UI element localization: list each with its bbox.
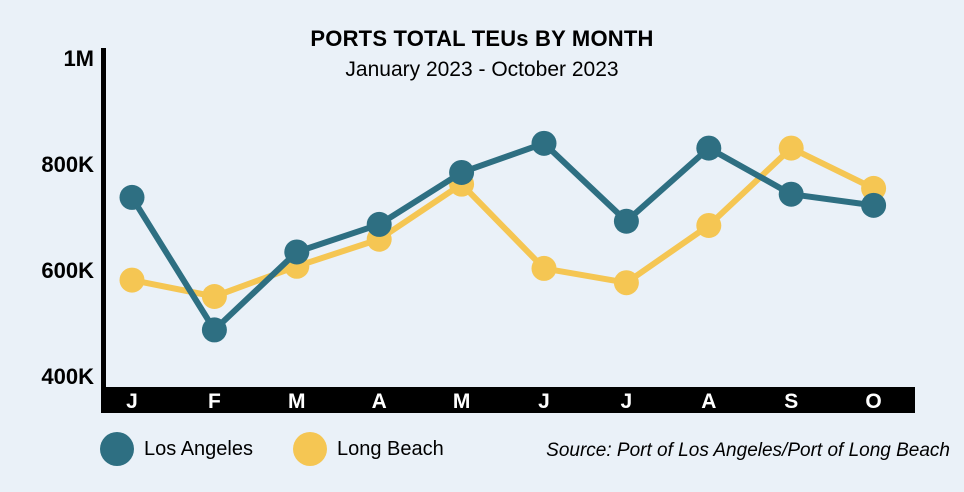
legend-label-long-beach: Long Beach [336,437,444,460]
chart-title: PORTS TOTAL TEUs BY MONTH [310,26,654,51]
data-point-los-angeles [201,317,227,343]
data-point-los-angeles [861,192,887,218]
legend: Los Angeles Long Beach [100,432,484,466]
legend-swatch-los-angeles [100,432,134,466]
data-point-long-beach [531,255,557,281]
legend-swatch-long-beach [292,432,327,466]
x-tick-label: S [784,390,798,413]
data-point-los-angeles [449,159,475,185]
x-tick-label: J [621,390,633,413]
chart-subtitle: January 2023 - October 2023 [345,58,619,81]
x-tick-label: F [208,390,221,413]
x-tick-label: M [453,390,471,413]
y-tick-label: 1M [63,46,94,71]
x-tick-label: A [701,390,716,413]
y-tick-label: 600K [41,258,94,283]
data-point-long-beach [201,284,227,309]
x-tick-label: M [288,390,306,413]
source-note: Source: Port of Los Angeles/Port of Long… [546,440,950,461]
series-line-los-angeles [129,140,877,333]
x-tick-label: A [372,390,387,413]
data-point-los-angeles [284,239,310,265]
data-point-long-beach [119,267,145,293]
series-line-long-beach [129,145,877,300]
data-point-long-beach [696,212,722,238]
data-point-los-angeles [778,181,804,207]
x-tick-label: J [126,390,138,413]
data-point-long-beach [778,135,804,161]
data-point-long-beach [613,270,639,296]
y-tick-label: 400K [41,364,94,389]
y-axis-line [101,48,106,412]
y-tick-label: 800K [41,152,94,177]
data-point-los-angeles [531,130,557,156]
legend-label-los-angeles: Los Angeles [144,437,253,460]
x-tick-label: J [538,390,550,413]
data-point-los-angeles [366,211,392,237]
legend-item-los-angeles: Los Angeles [100,432,253,466]
data-point-los-angeles [119,184,145,210]
x-axis-band [101,387,915,413]
data-point-los-angeles [696,135,722,161]
data-point-los-angeles [613,208,639,234]
legend-item-long-beach: Long Beach [292,432,444,466]
x-tick-label: O [865,390,881,413]
